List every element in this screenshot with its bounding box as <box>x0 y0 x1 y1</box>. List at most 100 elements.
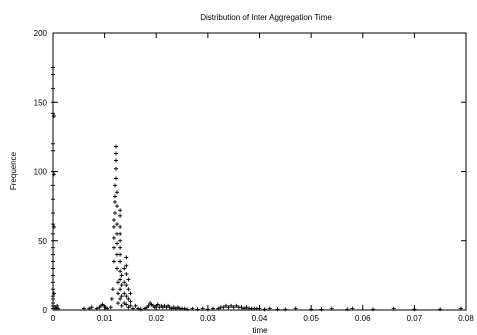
data-point <box>262 307 267 312</box>
data-point <box>52 114 57 119</box>
data-point <box>293 306 298 311</box>
data-point <box>112 194 117 199</box>
data-point <box>126 277 131 282</box>
data-point <box>171 305 176 310</box>
data-point <box>244 305 249 310</box>
data-point <box>118 245 123 250</box>
x-axis-label: time <box>252 326 268 335</box>
data-point <box>438 307 443 312</box>
data-point <box>173 306 178 311</box>
x-tick-label: 0.04 <box>252 314 268 323</box>
data-point <box>112 211 117 216</box>
data-point <box>112 199 117 204</box>
data-point <box>108 305 113 310</box>
y-tick-label: 150 <box>34 98 48 107</box>
data-point <box>115 266 120 271</box>
data-point <box>239 305 244 310</box>
data-point <box>175 305 180 310</box>
data-point <box>126 287 131 292</box>
data-point <box>185 307 190 312</box>
data-point <box>118 208 123 213</box>
data-point <box>157 305 162 310</box>
data-point <box>51 259 55 264</box>
data-point <box>118 277 123 282</box>
data-point <box>329 306 334 311</box>
data-point <box>112 183 117 188</box>
y-tick-label: 0 <box>43 306 48 315</box>
data-point <box>118 269 123 274</box>
y-tick-label: 100 <box>34 168 48 177</box>
data-point <box>51 111 55 116</box>
data-point <box>118 259 123 264</box>
data-point <box>115 190 120 195</box>
data-point <box>118 238 123 243</box>
data-point <box>133 303 138 308</box>
data-point <box>113 151 118 156</box>
data-point <box>52 291 57 296</box>
data-point <box>115 241 120 246</box>
data-point <box>51 266 55 271</box>
data-point <box>124 271 129 276</box>
x-tick-label: 0.06 <box>355 314 371 323</box>
y-tick-label: 200 <box>34 29 48 38</box>
data-point <box>122 266 127 271</box>
data-point <box>116 301 121 306</box>
data-point <box>211 306 216 311</box>
data-point <box>55 303 60 308</box>
data-point <box>169 306 174 311</box>
data-point <box>155 302 160 307</box>
data-point <box>319 307 324 312</box>
data-point <box>267 306 272 311</box>
data-point <box>51 296 55 301</box>
data-point <box>51 280 55 285</box>
data-point <box>51 72 55 77</box>
data-point <box>51 141 55 146</box>
y-axis-label: Frequence <box>9 151 18 190</box>
data-point <box>371 307 376 312</box>
data-point <box>195 307 200 312</box>
data-point <box>111 224 116 229</box>
data-point <box>51 222 55 227</box>
data-point <box>51 148 55 153</box>
data-point <box>162 303 167 308</box>
data-point <box>51 197 55 202</box>
data-point <box>182 306 187 311</box>
data-point <box>118 231 123 236</box>
data-point <box>52 172 57 177</box>
data-point <box>118 252 123 257</box>
data-point <box>51 100 55 105</box>
data-point <box>51 252 55 257</box>
data-point <box>126 305 131 310</box>
data-point <box>234 303 239 308</box>
data-point <box>51 183 55 188</box>
data-point <box>257 306 262 311</box>
data-point <box>167 305 172 310</box>
data-point <box>110 287 115 292</box>
data-point <box>119 303 124 308</box>
data-point <box>200 306 205 311</box>
data-point <box>126 296 131 301</box>
data-point <box>51 86 55 91</box>
data-point <box>142 306 147 311</box>
x-tick-label: 0.05 <box>303 314 319 323</box>
data-point <box>118 296 123 301</box>
data-point <box>391 306 396 311</box>
data-point <box>111 235 116 240</box>
data-point <box>345 307 350 312</box>
data-point <box>119 273 124 278</box>
data-point <box>275 307 280 312</box>
data-point <box>216 306 221 311</box>
data-point <box>122 280 127 285</box>
data-point <box>119 294 124 299</box>
data-point <box>124 283 129 288</box>
x-tick-label: 0.03 <box>200 314 216 323</box>
data-point <box>136 306 141 311</box>
data-point <box>51 169 55 174</box>
data-point <box>52 224 57 229</box>
data-point <box>119 283 124 288</box>
data-point <box>190 306 195 311</box>
data-point <box>113 158 118 163</box>
data-point <box>111 259 116 264</box>
data-point <box>51 238 55 243</box>
